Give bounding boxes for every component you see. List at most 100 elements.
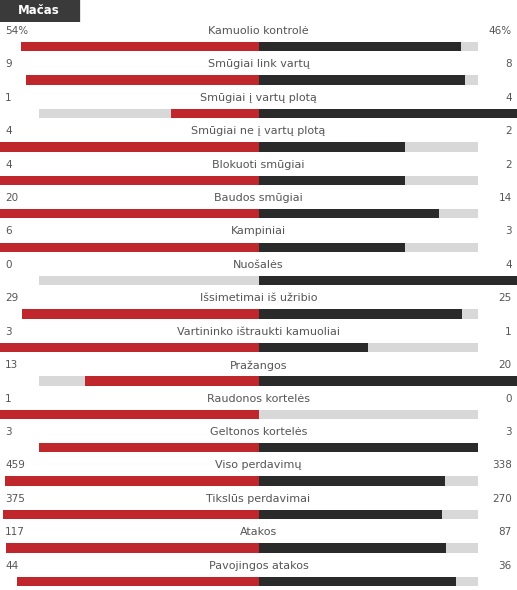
Bar: [258, 510, 443, 519]
Bar: [0, 176, 258, 185]
Bar: [258, 576, 457, 586]
Bar: [0, 209, 258, 218]
Bar: [258, 309, 462, 319]
Text: 20: 20: [499, 360, 512, 370]
Text: 459: 459: [5, 460, 25, 470]
Text: 13: 13: [5, 360, 19, 370]
Text: Kampiniai: Kampiniai: [231, 227, 286, 237]
Bar: [39, 409, 478, 419]
Bar: [26, 76, 258, 85]
Text: 0: 0: [5, 260, 12, 270]
Bar: [258, 476, 445, 486]
Text: 3: 3: [5, 427, 12, 437]
Text: Geltonos kortelės: Geltonos kortelės: [210, 427, 307, 437]
Bar: [258, 443, 478, 453]
Text: Išsimetimai iš užribio: Išsimetimai iš užribio: [200, 293, 317, 303]
Text: Smūgiai į vartų plotą: Smūgiai į vartų plotą: [200, 93, 317, 103]
Bar: [39, 309, 478, 319]
Text: Mačas: Mačas: [18, 5, 59, 18]
Text: 25: 25: [498, 293, 512, 303]
Bar: [258, 209, 439, 218]
Text: Pavojingos atakos: Pavojingos atakos: [209, 560, 308, 571]
Text: 1-as kėlinys: 1-as kėlinys: [145, 5, 215, 18]
Text: Blokuoti smūgiai: Blokuoti smūgiai: [212, 160, 305, 170]
Text: 14: 14: [498, 193, 512, 203]
Text: 0: 0: [505, 394, 512, 404]
Text: 2: 2: [505, 126, 512, 136]
Text: Kamuolio kontrolė: Kamuolio kontrolė: [208, 26, 309, 36]
Bar: [258, 276, 517, 286]
Bar: [21, 42, 258, 51]
Text: 2: 2: [505, 160, 512, 170]
Bar: [0, 142, 258, 152]
Text: 338: 338: [492, 460, 512, 470]
Bar: [39, 242, 478, 252]
Text: 117: 117: [5, 527, 25, 537]
Text: 54%: 54%: [5, 26, 28, 36]
Text: Viso perdavimų: Viso perdavimų: [215, 460, 302, 470]
Bar: [258, 376, 517, 385]
Text: 3: 3: [5, 327, 12, 337]
Text: Raudonos kortelės: Raudonos kortelės: [207, 394, 310, 404]
Bar: [258, 242, 405, 252]
Text: 270: 270: [492, 494, 512, 504]
Bar: [6, 543, 258, 553]
Bar: [39, 476, 478, 486]
Bar: [258, 343, 368, 352]
Text: 3: 3: [505, 227, 512, 237]
Text: Smūgiai link vartų: Smūgiai link vartų: [207, 60, 310, 70]
Bar: [39, 576, 478, 586]
Bar: [171, 109, 258, 118]
Text: 1: 1: [505, 327, 512, 337]
Text: Baudos smūgiai: Baudos smūgiai: [214, 193, 303, 203]
Bar: [39, 142, 478, 152]
Bar: [39, 443, 478, 453]
Bar: [0, 242, 258, 252]
Text: 375: 375: [5, 494, 25, 504]
Bar: [0, 409, 258, 419]
FancyBboxPatch shape: [0, 0, 80, 22]
Bar: [3, 510, 258, 519]
Bar: [85, 376, 258, 385]
Text: 87: 87: [498, 527, 512, 537]
Text: Vartininko ištraukti kamuoliai: Vartininko ištraukti kamuoliai: [177, 327, 340, 337]
Text: 1: 1: [5, 394, 12, 404]
Bar: [258, 76, 465, 85]
Bar: [39, 209, 478, 218]
Text: Pražangos: Pražangos: [230, 360, 287, 371]
Bar: [39, 343, 478, 352]
Bar: [39, 76, 478, 85]
Text: 6: 6: [5, 227, 12, 237]
Bar: [258, 543, 446, 553]
Text: 4: 4: [505, 260, 512, 270]
Text: 4: 4: [5, 160, 12, 170]
Bar: [39, 510, 478, 519]
Bar: [17, 576, 258, 586]
Text: 46%: 46%: [489, 26, 512, 36]
Text: 9: 9: [5, 60, 12, 70]
Text: 29: 29: [5, 293, 19, 303]
Bar: [39, 109, 478, 118]
Text: Smūgiai ne į vartų plotą: Smūgiai ne į vartų plotą: [191, 126, 326, 136]
Bar: [39, 376, 478, 385]
Bar: [258, 142, 405, 152]
Text: Atakos: Atakos: [240, 527, 277, 537]
Text: 3: 3: [505, 427, 512, 437]
Bar: [258, 109, 517, 118]
Bar: [39, 276, 478, 286]
Text: 36: 36: [498, 560, 512, 571]
Bar: [39, 443, 258, 453]
Bar: [39, 543, 478, 553]
Text: Tikslūs perdavimai: Tikslūs perdavimai: [206, 494, 311, 504]
Text: 4: 4: [505, 93, 512, 103]
Bar: [258, 176, 405, 185]
Bar: [39, 42, 478, 51]
Bar: [258, 42, 461, 51]
Bar: [23, 309, 258, 319]
Text: 20: 20: [5, 193, 18, 203]
Text: 2-as kėlinys: 2-as kėlinys: [284, 5, 355, 18]
Text: 1: 1: [5, 93, 12, 103]
Text: 4: 4: [5, 126, 12, 136]
Bar: [0, 343, 258, 352]
Text: 8: 8: [505, 60, 512, 70]
